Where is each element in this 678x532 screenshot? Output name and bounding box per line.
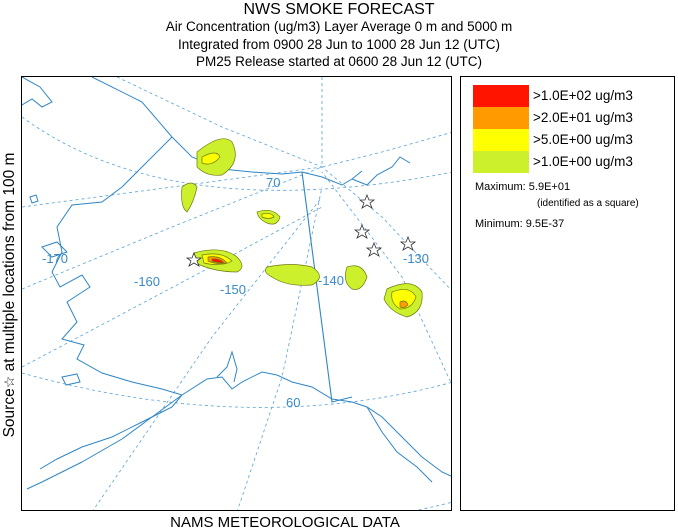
concentration-subtitle: Air Concentration (ug/m3) Layer Average … xyxy=(165,19,513,34)
siberia xyxy=(22,77,53,108)
meridian-160 xyxy=(22,206,323,368)
maximum-value: Maximum: 5.9E+01 xyxy=(475,181,571,193)
source-star-icon xyxy=(365,241,383,257)
parallel-50 xyxy=(416,502,451,510)
forecast-title: NWS SMOKE FORECAST xyxy=(243,1,435,18)
lat-label-70: 70 xyxy=(266,175,280,190)
source-star-icon xyxy=(399,235,417,251)
smoke-plumes xyxy=(181,138,423,318)
alaska-canada-border xyxy=(301,171,353,403)
coastline xyxy=(22,77,451,490)
parallel-60 xyxy=(22,372,451,408)
lon-label-160: -160 xyxy=(134,274,160,289)
legend-item-20: >2.0E+01 ug/m3 xyxy=(473,107,673,129)
plume-east-central xyxy=(265,264,320,286)
legend-swatch-1 xyxy=(473,151,529,173)
plume-east xyxy=(345,265,368,290)
source-locations-text: at multiple locations from 100 m xyxy=(1,152,18,376)
smoke-map: -170 -160 -150 -140 -130 70 60 xyxy=(21,76,452,511)
mackenzie-delta xyxy=(351,156,411,186)
source-side-label: Source☆ at multiple locations from 100 m xyxy=(0,75,18,515)
meridian-170 xyxy=(22,166,323,290)
meridian-x1 xyxy=(116,77,323,168)
legend-label-20: >2.0E+01 ug/m3 xyxy=(533,110,633,125)
lon-label-150: -150 xyxy=(220,282,246,297)
aleutians xyxy=(26,461,83,490)
source-star-icon xyxy=(185,251,203,267)
plume-yukon-yellow xyxy=(391,289,417,310)
parallel-70 xyxy=(22,116,451,191)
source-word: Source xyxy=(1,388,18,438)
bering-strait-islands xyxy=(29,194,39,204)
lat-label-60: 60 xyxy=(286,395,300,410)
map-canvas: -170 -160 -150 -140 -130 70 60 xyxy=(22,77,451,510)
legend-swatch-20 xyxy=(473,107,529,129)
alaska-peninsula xyxy=(81,394,183,463)
lon-label-130: -130 xyxy=(403,251,429,266)
plume-central-small-core xyxy=(261,213,275,219)
meridian-120 xyxy=(321,166,451,291)
met-data-label: NAMS METEOROLOGICAL DATA xyxy=(170,514,400,531)
north-coast xyxy=(91,77,363,186)
panhandle xyxy=(366,406,433,483)
release-start: PM25 Release started at 0600 28 Jun 12 (… xyxy=(196,54,482,69)
source-star-icon: ☆ xyxy=(1,375,17,389)
legend-swatch-5 xyxy=(473,129,529,151)
meridian-140 xyxy=(237,186,323,510)
south-coast xyxy=(181,371,451,477)
lon-label-170: -170 xyxy=(42,251,68,266)
lon-label-140: -140 xyxy=(318,273,344,288)
integration-period: Integrated from 0900 28 Jun to 1000 28 J… xyxy=(178,37,500,52)
legend-label-5: >5.0E+00 ug/m3 xyxy=(533,132,633,147)
st-lawrence-island xyxy=(41,241,68,258)
source-star-icon xyxy=(353,223,371,239)
source-star-icon xyxy=(358,193,376,209)
meridian-150 xyxy=(92,196,323,510)
plume-fairbanks-red xyxy=(211,258,225,264)
minimum-value: Minimum: 9.5E-37 xyxy=(475,218,565,230)
plume-yukon-orange xyxy=(399,300,409,309)
west-coast xyxy=(39,136,183,470)
legend-item-100: >1.0E+02 ug/m3 xyxy=(473,85,673,107)
plume-north-core xyxy=(201,152,221,165)
meridian-x3 xyxy=(321,132,451,168)
kenai xyxy=(216,350,238,383)
maximum-note: (identified as a square) xyxy=(537,198,639,209)
legend-swatch-100 xyxy=(473,85,529,107)
legend-panel: >1.0E+02 ug/m3 >2.0E+01 ug/m3 >5.0E+00 u… xyxy=(460,76,675,511)
meridian-130 xyxy=(321,171,451,384)
nunivak-island xyxy=(61,373,81,386)
legend-label-1: >1.0E+00 ug/m3 xyxy=(533,154,633,169)
legend-item-5: >5.0E+00 ug/m3 xyxy=(473,129,673,151)
legend-item-1: >1.0E+00 ug/m3 xyxy=(473,151,673,173)
plume-northwest xyxy=(181,182,198,213)
source-stars xyxy=(185,193,417,267)
legend-label-100: >1.0E+02 ug/m3 xyxy=(533,88,633,103)
